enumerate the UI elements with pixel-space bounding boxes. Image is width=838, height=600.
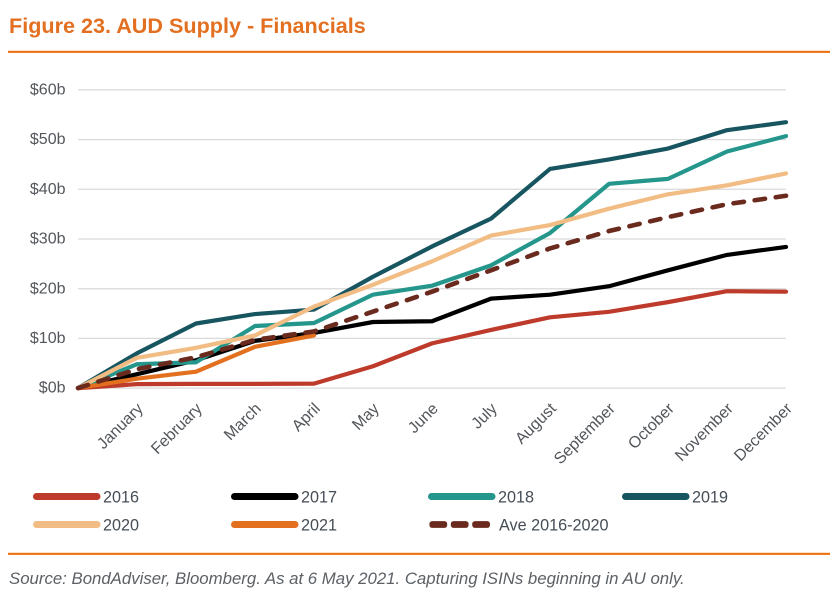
svg-text:$40b: $40b (30, 181, 66, 198)
svg-text:$10b: $10b (30, 330, 66, 347)
svg-text:$50b: $50b (30, 131, 66, 148)
svg-text:2020: 2020 (103, 516, 139, 534)
svg-text:Figure 23. AUD Supply - Financ: Figure 23. AUD Supply - Financials (9, 13, 366, 38)
svg-text:Source: BondAdviser, Bloomberg: Source: BondAdviser, Bloomberg. As at 6 … (9, 569, 685, 588)
svg-text:Ave 2016-2020: Ave 2016-2020 (499, 516, 609, 534)
svg-text:2016: 2016 (103, 488, 139, 506)
svg-text:$0b: $0b (39, 380, 66, 397)
svg-text:$20b: $20b (30, 280, 66, 297)
svg-text:$30b: $30b (30, 231, 66, 248)
svg-text:2018: 2018 (498, 488, 534, 506)
svg-text:2021: 2021 (301, 516, 337, 534)
svg-text:2017: 2017 (301, 488, 337, 506)
svg-text:2019: 2019 (692, 488, 728, 506)
svg-text:$60b: $60b (30, 82, 66, 99)
